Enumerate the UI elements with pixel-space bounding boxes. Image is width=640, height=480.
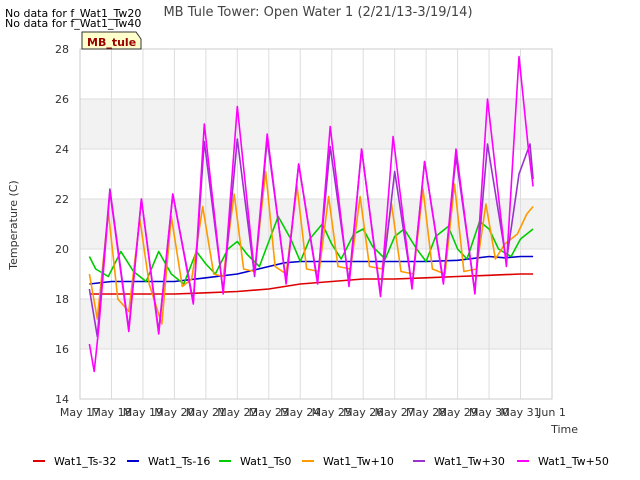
x-tick-label: May 31	[500, 406, 540, 419]
series-line-wat1-ts-32	[89, 273, 534, 295]
legend-label: Wat1_Tw+50	[538, 455, 609, 468]
y-tick-label: 20	[55, 243, 69, 256]
plot-bands	[80, 99, 552, 349]
x-tick-label: May 26	[343, 406, 383, 419]
y-tick-label: 14	[55, 393, 69, 406]
x-tick-label: May 17	[60, 406, 100, 419]
x-tick-label: May 20	[154, 406, 194, 419]
legend: Wat1_Ts-32 Wat1_Ts-16 Wat1_Ts0 Wat1_Tw+10 Wa…	[33, 455, 609, 468]
no-data-notice-2: No data for f_Wat1_Tw40	[5, 17, 142, 30]
x-tick-label: May 25	[312, 406, 352, 419]
y-tick-label: 26	[55, 93, 69, 106]
chart-title: MB Tule Tower: Open Water 1 (2/21/13-3/1…	[163, 5, 472, 20]
x-tick-label: May 23	[249, 406, 289, 419]
badge-label: MB_tule	[87, 36, 136, 49]
x-tick-label: May 19	[123, 406, 163, 419]
plot-band	[80, 299, 552, 349]
y-tick-label: 16	[55, 343, 69, 356]
x-tick-label: May 18	[91, 406, 131, 419]
y-tick-label: 28	[55, 43, 69, 56]
plot-band	[80, 99, 552, 149]
x-tick-label: Jun 1	[537, 406, 566, 419]
legend-label: Wat1_Ts0	[240, 455, 291, 468]
legend-label: Wat1_Tw+10	[323, 455, 394, 468]
plot-frame	[79, 48, 553, 400]
series-line-wat1-ts0	[88, 215, 534, 285]
x-tick-label: May 22	[217, 406, 257, 419]
x-tick-label: May 28	[406, 406, 446, 419]
x-tick-label: May 29	[437, 406, 477, 419]
series-line-wat1-tw-50	[88, 55, 534, 373]
series-lines	[88, 55, 534, 373]
y-tick-label: 22	[55, 193, 69, 206]
no-data-notice-1: No data for f_Wat1_Tw20	[5, 7, 142, 20]
x-tick-label: May 24	[280, 406, 320, 419]
y-tick-label: 18	[55, 293, 69, 306]
series-line-wat1-tw-10	[88, 170, 534, 325]
x-tick-label: May 27	[375, 406, 415, 419]
legend-label: Wat1_Ts-16	[148, 455, 210, 468]
legend-label: Wat1_Ts-32	[54, 455, 116, 468]
x-tick-label: May 21	[186, 406, 226, 419]
series-line-wat1-ts-16	[89, 255, 534, 285]
mb-tule-badge: MB_tule	[81, 31, 142, 50]
y-tick-label: 24	[55, 143, 69, 156]
y-ticks: 14 16 18 20 22 24 26 28	[55, 43, 69, 406]
x-tick-label: May 30	[469, 406, 509, 419]
x-axis-label: Time	[550, 423, 578, 436]
y-axis-label: Temperature (C)	[7, 180, 20, 270]
legend-label: Wat1_Tw+30	[434, 455, 505, 468]
